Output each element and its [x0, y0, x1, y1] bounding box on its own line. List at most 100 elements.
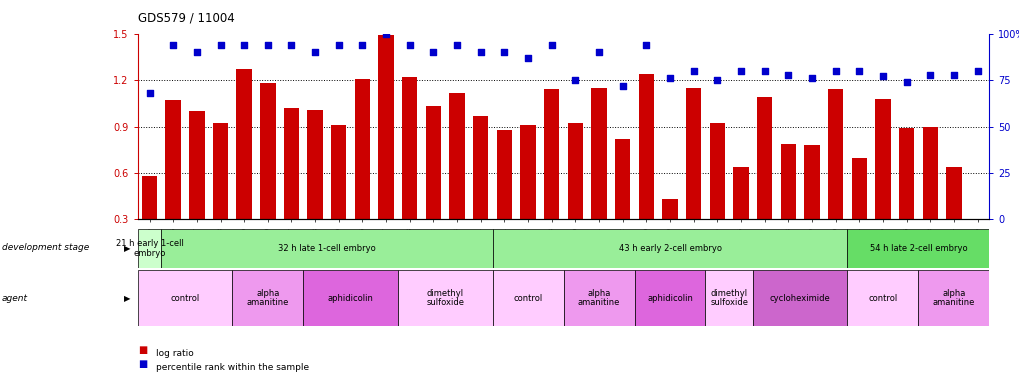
Bar: [378, 35, 393, 219]
Bar: [591, 88, 606, 219]
Bar: [138, 229, 161, 268]
Point: [708, 77, 725, 83]
Text: alpha
amanitine: alpha amanitine: [931, 289, 974, 308]
Point: [212, 42, 228, 48]
Bar: [355, 79, 370, 219]
Bar: [661, 199, 677, 219]
Bar: [165, 100, 180, 219]
Bar: [213, 123, 228, 219]
Point: [260, 42, 276, 48]
Point: [945, 72, 961, 78]
Text: dimethyl
sulfoxide: dimethyl sulfoxide: [426, 289, 464, 308]
Point: [142, 90, 158, 96]
Text: ▶: ▶: [124, 294, 130, 303]
Bar: [236, 69, 252, 219]
Text: 54 h late 2-cell embryo: 54 h late 2-cell embryo: [869, 244, 966, 253]
Bar: [189, 111, 205, 219]
Bar: [756, 97, 771, 219]
Point: [520, 55, 536, 61]
Text: ▶: ▶: [124, 244, 130, 253]
Point: [661, 75, 678, 81]
Bar: [917, 270, 988, 326]
Text: percentile rank within the sample: percentile rank within the sample: [156, 363, 309, 372]
Point: [307, 50, 323, 55]
Text: GDS579 / 11004: GDS579 / 11004: [138, 11, 234, 24]
Bar: [804, 145, 819, 219]
Point: [732, 68, 748, 74]
Point: [803, 75, 819, 81]
Point: [590, 50, 606, 55]
Bar: [921, 127, 937, 219]
Point: [448, 42, 465, 48]
Text: alpha
amanitine: alpha amanitine: [578, 289, 620, 308]
Point: [850, 68, 866, 74]
Text: control: control: [867, 294, 897, 303]
Bar: [752, 270, 847, 326]
Bar: [733, 167, 748, 219]
Bar: [686, 88, 701, 219]
Bar: [543, 90, 558, 219]
Bar: [851, 158, 866, 219]
Bar: [138, 270, 232, 326]
Point: [968, 68, 984, 74]
Point: [496, 50, 513, 55]
Text: ■: ■: [138, 359, 147, 369]
Text: 21 h early 1-cell
embryo: 21 h early 1-cell embryo: [115, 239, 183, 258]
Bar: [492, 270, 562, 326]
Bar: [232, 270, 303, 326]
Bar: [496, 130, 512, 219]
Point: [472, 50, 488, 55]
Point: [354, 42, 370, 48]
Point: [874, 74, 891, 80]
Text: 43 h early 2-cell embryo: 43 h early 2-cell embryo: [618, 244, 720, 253]
Text: control: control: [170, 294, 200, 303]
Bar: [847, 270, 917, 326]
Bar: [303, 270, 397, 326]
Point: [756, 68, 772, 74]
Text: 32 h late 1-cell embryo: 32 h late 1-cell embryo: [278, 244, 375, 253]
Bar: [142, 176, 157, 219]
Bar: [827, 90, 843, 219]
Bar: [874, 99, 890, 219]
Bar: [969, 219, 984, 254]
Bar: [331, 125, 346, 219]
Point: [425, 50, 441, 55]
Point: [189, 50, 205, 55]
Bar: [614, 139, 630, 219]
Bar: [449, 93, 465, 219]
Point: [165, 42, 181, 48]
Bar: [568, 123, 583, 219]
Point: [235, 42, 252, 48]
Point: [921, 72, 937, 78]
Point: [898, 79, 914, 85]
Point: [826, 68, 843, 74]
Bar: [473, 116, 488, 219]
Bar: [780, 144, 795, 219]
Point: [685, 68, 701, 74]
Bar: [397, 270, 492, 326]
Text: log ratio: log ratio: [156, 349, 194, 358]
Point: [543, 42, 559, 48]
Text: aphidicolin: aphidicolin: [646, 294, 692, 303]
Bar: [705, 270, 752, 326]
Text: agent: agent: [2, 294, 28, 303]
Bar: [161, 229, 492, 268]
Bar: [634, 270, 705, 326]
Point: [780, 72, 796, 78]
Text: aphidicolin: aphidicolin: [327, 294, 373, 303]
Point: [567, 77, 583, 83]
Bar: [425, 106, 440, 219]
Text: alpha
amanitine: alpha amanitine: [247, 289, 288, 308]
Bar: [709, 123, 725, 219]
Bar: [847, 229, 988, 268]
Text: control: control: [513, 294, 542, 303]
Point: [401, 42, 418, 48]
Text: ■: ■: [138, 345, 147, 354]
Point: [330, 42, 346, 48]
Point: [638, 42, 654, 48]
Bar: [492, 229, 847, 268]
Text: cycloheximide: cycloheximide: [769, 294, 829, 303]
Bar: [283, 108, 299, 219]
Point: [613, 83, 630, 89]
Bar: [520, 125, 535, 219]
